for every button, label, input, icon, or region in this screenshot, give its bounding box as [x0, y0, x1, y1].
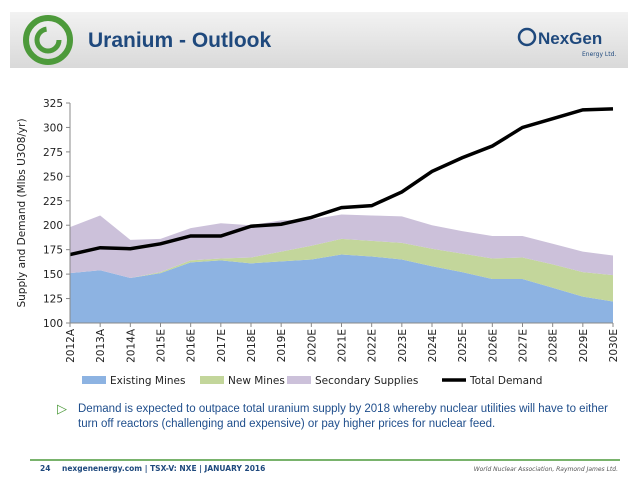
x-tick-label: 2018E [246, 329, 258, 362]
x-tick-label: 2029E [578, 329, 590, 362]
x-tick-label: 2028E [548, 329, 560, 362]
y-tick-label: 250 [43, 171, 63, 183]
footer-site: nexgenenergy.com | TSX-V: NXE | JANUARY … [62, 464, 265, 474]
page-number: 24 [40, 464, 50, 473]
x-tick-label: 2021E [337, 329, 349, 362]
area-series [70, 238, 613, 302]
y-tick-label: 125 [43, 294, 63, 306]
legend-swatch [82, 376, 106, 384]
y-tick-label: 300 [43, 122, 63, 134]
x-tick-label: 2025E [457, 329, 469, 362]
bullet-marker: ▷ [57, 401, 67, 416]
logo-text: NexGen [538, 29, 602, 48]
bullet-text: Demand is expected to outpace total uran… [78, 403, 608, 430]
y-tick-label: 150 [43, 269, 63, 281]
y-tick-label: 200 [43, 220, 63, 232]
area-series [70, 254, 613, 323]
area-series [70, 214, 613, 279]
y-tick-label: 175 [43, 245, 63, 257]
header-bar [10, 12, 628, 68]
logo-ring [23, 15, 73, 65]
line-series [69, 107, 614, 257]
x-tick-label: 2015E [156, 329, 168, 362]
x-tick-label: 2014A [125, 328, 137, 363]
title: Uranium - Outlook [88, 29, 271, 52]
legend-swatch [200, 376, 224, 384]
x-tick-label: 2023E [397, 329, 409, 362]
legend-label: Total Demand [469, 375, 542, 387]
x-tick-label: 2019E [276, 329, 288, 362]
y-tick-label: 325 [43, 98, 63, 110]
x-tick-label: 2017E [216, 329, 228, 362]
x-tick-label: 2020E [306, 329, 318, 362]
y-tick-label: 275 [43, 147, 63, 159]
y-tick-label: 225 [43, 196, 63, 208]
x-tick-label: 2022E [367, 329, 379, 362]
legend-label: Secondary Supplies [315, 375, 418, 387]
x-tick-label: 2013A [95, 328, 107, 363]
x-tick-label: 2030E [608, 329, 620, 362]
x-tick-label: 2024E [427, 329, 439, 362]
logo-inner [34, 26, 62, 54]
x-tick-label: 2026E [487, 329, 499, 362]
y-tick-label: 100 [43, 318, 63, 330]
x-tick-label: 2012A [65, 328, 77, 363]
legend-label: New Mines [228, 375, 285, 387]
x-tick-label: 2016E [186, 329, 198, 362]
legend-label: Existing Mines [110, 375, 186, 387]
nexgen-mark [517, 27, 537, 47]
footer-source: World Nuclear Association, Raymond James… [474, 466, 618, 473]
plot-area [70, 214, 613, 323]
logo-sub: Energy Ltd. [582, 51, 616, 58]
y-axis-label: Supply and Demand (Mlbs U3O8/yr) [16, 118, 28, 307]
legend-swatch [287, 376, 311, 384]
x-tick-label: 2027E [518, 329, 530, 362]
